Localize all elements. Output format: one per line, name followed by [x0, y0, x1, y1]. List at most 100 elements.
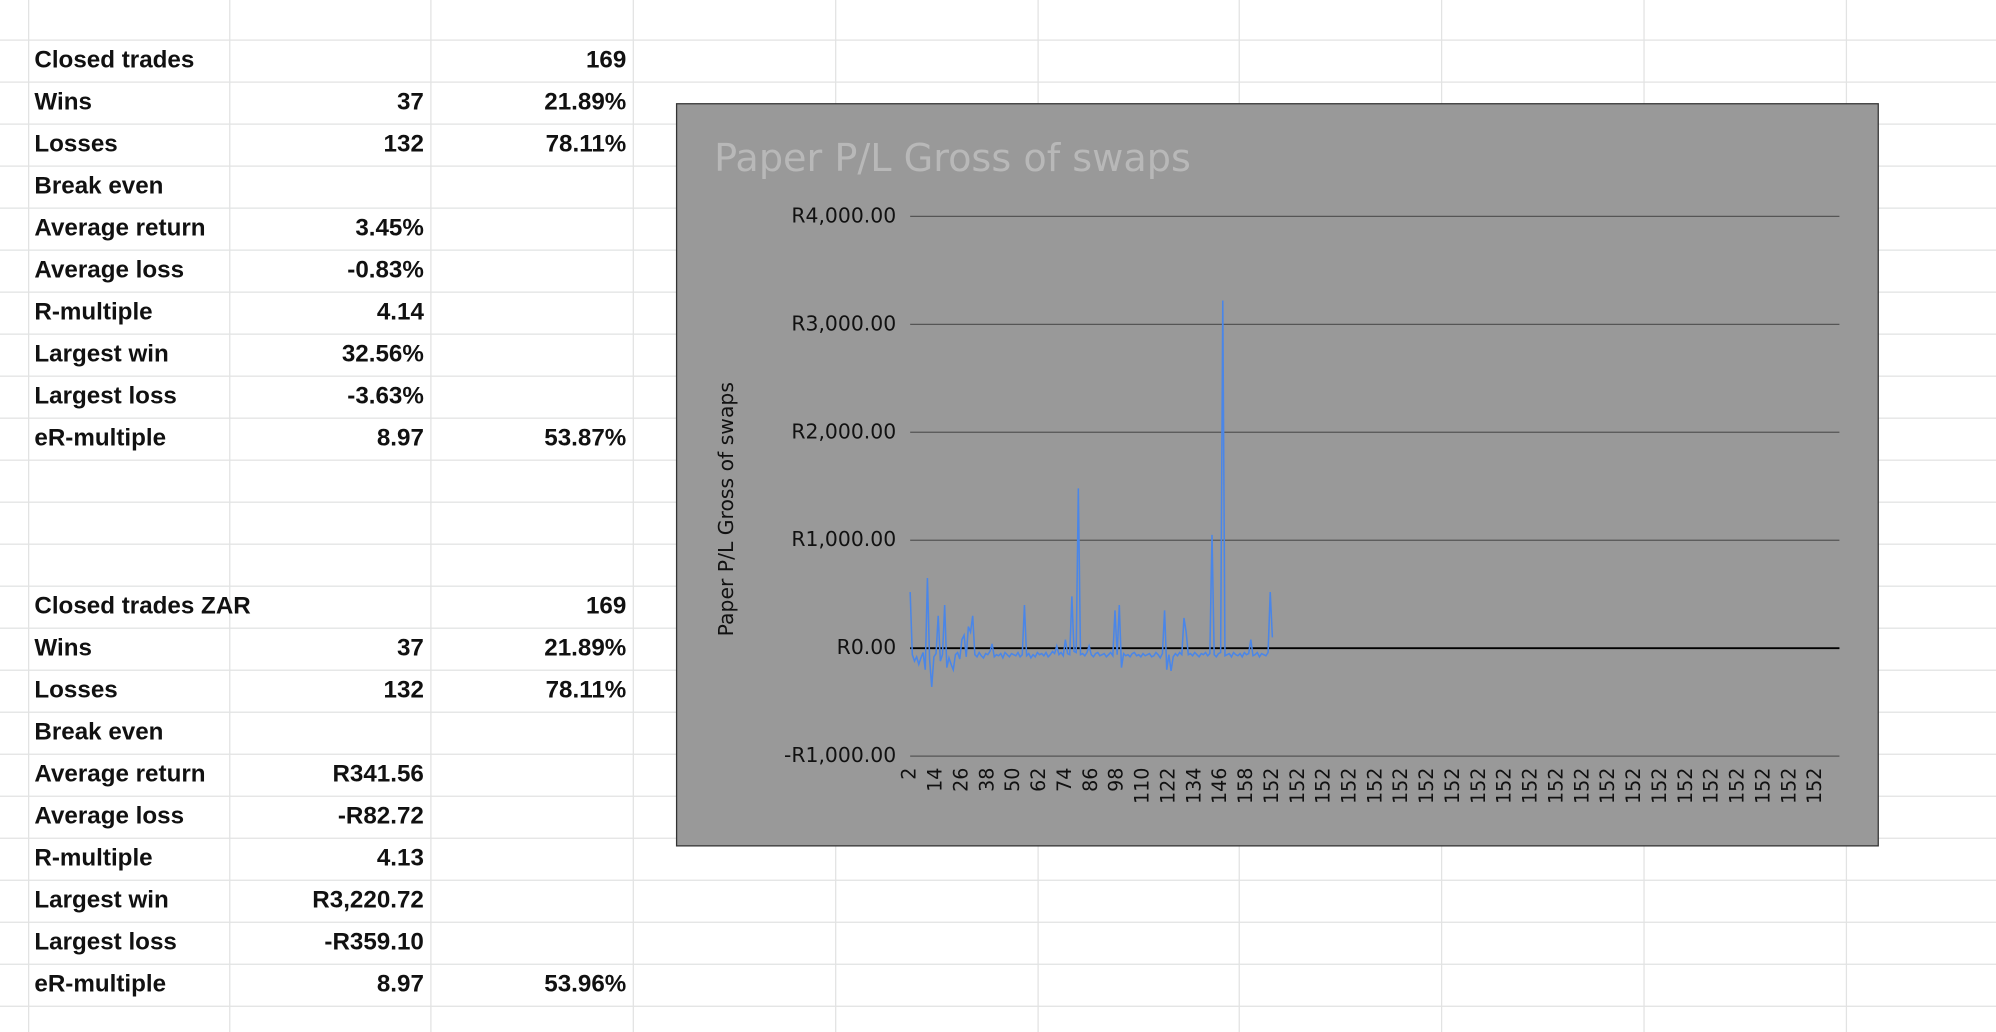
cell-value[interactable]: -R82.72 — [337, 803, 424, 830]
row-label[interactable]: Break even — [34, 173, 164, 200]
row-line — [0, 39, 1996, 41]
y-tick-label: -R1,000.00 — [784, 743, 896, 767]
x-tick-label: 152 — [1260, 768, 1283, 804]
x-tick-label: 62 — [1027, 768, 1050, 792]
x-tick-label: 152 — [1363, 768, 1386, 804]
x-tick-label: 26 — [949, 768, 972, 792]
cell-value[interactable]: 32.56% — [341, 341, 424, 368]
x-tick-label: 152 — [1519, 768, 1542, 804]
row-label[interactable]: Largest loss — [34, 383, 177, 410]
row-line — [0, 879, 1996, 881]
column-line — [632, 0, 634, 1032]
x-tick-label: 152 — [1777, 768, 1800, 804]
cell-value[interactable]: 78.11% — [545, 677, 627, 704]
x-tick-label: 152 — [1415, 768, 1438, 804]
cell-value[interactable]: -3.63% — [347, 383, 424, 410]
row-label[interactable]: R-multiple — [34, 845, 153, 872]
cell-value[interactable]: 78.11% — [545, 131, 627, 158]
y-axis-label: Paper P/L Gross of swaps — [714, 382, 738, 636]
cell-value[interactable]: 53.87% — [544, 425, 627, 452]
row-line — [0, 963, 1996, 965]
cell-value[interactable]: 132 — [383, 677, 424, 704]
y-tick-label: R0.00 — [837, 635, 896, 659]
cell-value[interactable]: 4.14 — [376, 299, 424, 326]
row-label[interactable]: Average loss — [34, 803, 185, 830]
x-tick-label: 152 — [1803, 768, 1826, 804]
x-tick-label: 110 — [1131, 768, 1154, 804]
x-tick-label: 152 — [1674, 768, 1697, 804]
chart-area — [675, 103, 1879, 847]
cell-value[interactable]: 37 — [396, 635, 424, 662]
column-line — [229, 0, 231, 1032]
x-tick-label: 152 — [1751, 768, 1774, 804]
row-label[interactable]: Largest loss — [34, 929, 177, 956]
x-tick-label: 146 — [1208, 768, 1231, 804]
row-label[interactable]: Losses — [34, 131, 118, 158]
x-tick-label: 38 — [975, 768, 998, 792]
row-label[interactable]: Losses — [34, 677, 118, 704]
row-label[interactable]: Wins — [34, 635, 92, 662]
x-tick-label: 152 — [1596, 768, 1619, 804]
chart-title: Paper P/L Gross of swaps — [714, 137, 1191, 181]
row-label[interactable]: Largest win — [34, 887, 169, 914]
row-label[interactable]: Average loss — [34, 257, 185, 284]
row-label[interactable]: Break even — [34, 719, 164, 746]
column-line — [430, 0, 432, 1032]
row-label[interactable]: Average return — [34, 761, 206, 788]
x-tick-label: 86 — [1079, 768, 1102, 792]
y-tick-label: R2,000.00 — [791, 419, 896, 443]
row-line — [0, 81, 1996, 83]
x-tick-label: 152 — [1622, 768, 1645, 804]
data-line — [909, 300, 1274, 688]
row-label[interactable]: Closed trades ZAR — [34, 593, 251, 620]
cell-value[interactable]: 21.89% — [544, 635, 627, 662]
cell-value[interactable]: 4.13 — [376, 845, 424, 872]
column-line — [28, 0, 30, 1032]
x-tick-label: 152 — [1467, 768, 1490, 804]
x-tick-label: 152 — [1493, 768, 1516, 804]
x-tick-label: 152 — [1726, 768, 1749, 804]
row-label[interactable]: eR-multiple — [34, 425, 167, 452]
x-tick-label: 2 — [898, 768, 921, 780]
cell-value[interactable]: 21.89% — [544, 89, 627, 116]
x-tick-label: 152 — [1389, 768, 1412, 804]
cell-value[interactable]: 53.96% — [544, 971, 627, 999]
x-tick-label: 152 — [1648, 768, 1671, 804]
row-label[interactable]: Wins — [34, 89, 92, 116]
cell-value[interactable]: 37 — [396, 89, 424, 116]
cell-value[interactable]: 132 — [383, 131, 424, 158]
x-tick-label: 158 — [1234, 768, 1257, 804]
row-label[interactable]: Largest win — [34, 341, 169, 368]
x-tick-label: 14 — [924, 768, 947, 792]
cell-value[interactable]: 169 — [585, 47, 627, 74]
y-tick-label: R4,000.00 — [791, 203, 896, 227]
y-tick-label: R3,000.00 — [791, 311, 896, 335]
x-tick-label: 152 — [1700, 768, 1723, 804]
cell-value[interactable]: 169 — [585, 593, 627, 620]
x-tick-label: 74 — [1053, 768, 1076, 792]
x-tick-label: 122 — [1156, 768, 1179, 804]
x-tick-label: 152 — [1338, 768, 1361, 804]
cell-value[interactable]: R341.56 — [332, 761, 424, 788]
row-label[interactable]: Closed trades — [34, 47, 195, 74]
row-line — [0, 1005, 1996, 1007]
row-label[interactable]: R-multiple — [34, 299, 153, 326]
x-tick-label: 152 — [1312, 768, 1335, 804]
x-tick-label: 152 — [1570, 768, 1593, 804]
x-tick-label: 152 — [1544, 768, 1567, 804]
cell-value[interactable]: 3.45% — [355, 215, 424, 242]
x-tick-label: 152 — [1441, 768, 1464, 804]
cell-value[interactable]: R3,220.72 — [312, 887, 424, 914]
row-label[interactable]: eR-multiple — [34, 971, 167, 999]
x-tick-label: 152 — [1286, 768, 1309, 804]
cell-value[interactable]: 8.97 — [376, 425, 424, 452]
cell-value[interactable]: -R359.10 — [324, 929, 424, 956]
cell-value[interactable]: 8.97 — [376, 971, 424, 999]
y-tick-label: R1,000.00 — [791, 527, 896, 551]
row-line — [0, 921, 1996, 923]
row-label[interactable]: Average return — [34, 215, 206, 242]
cell-value[interactable]: -0.83% — [347, 257, 424, 284]
